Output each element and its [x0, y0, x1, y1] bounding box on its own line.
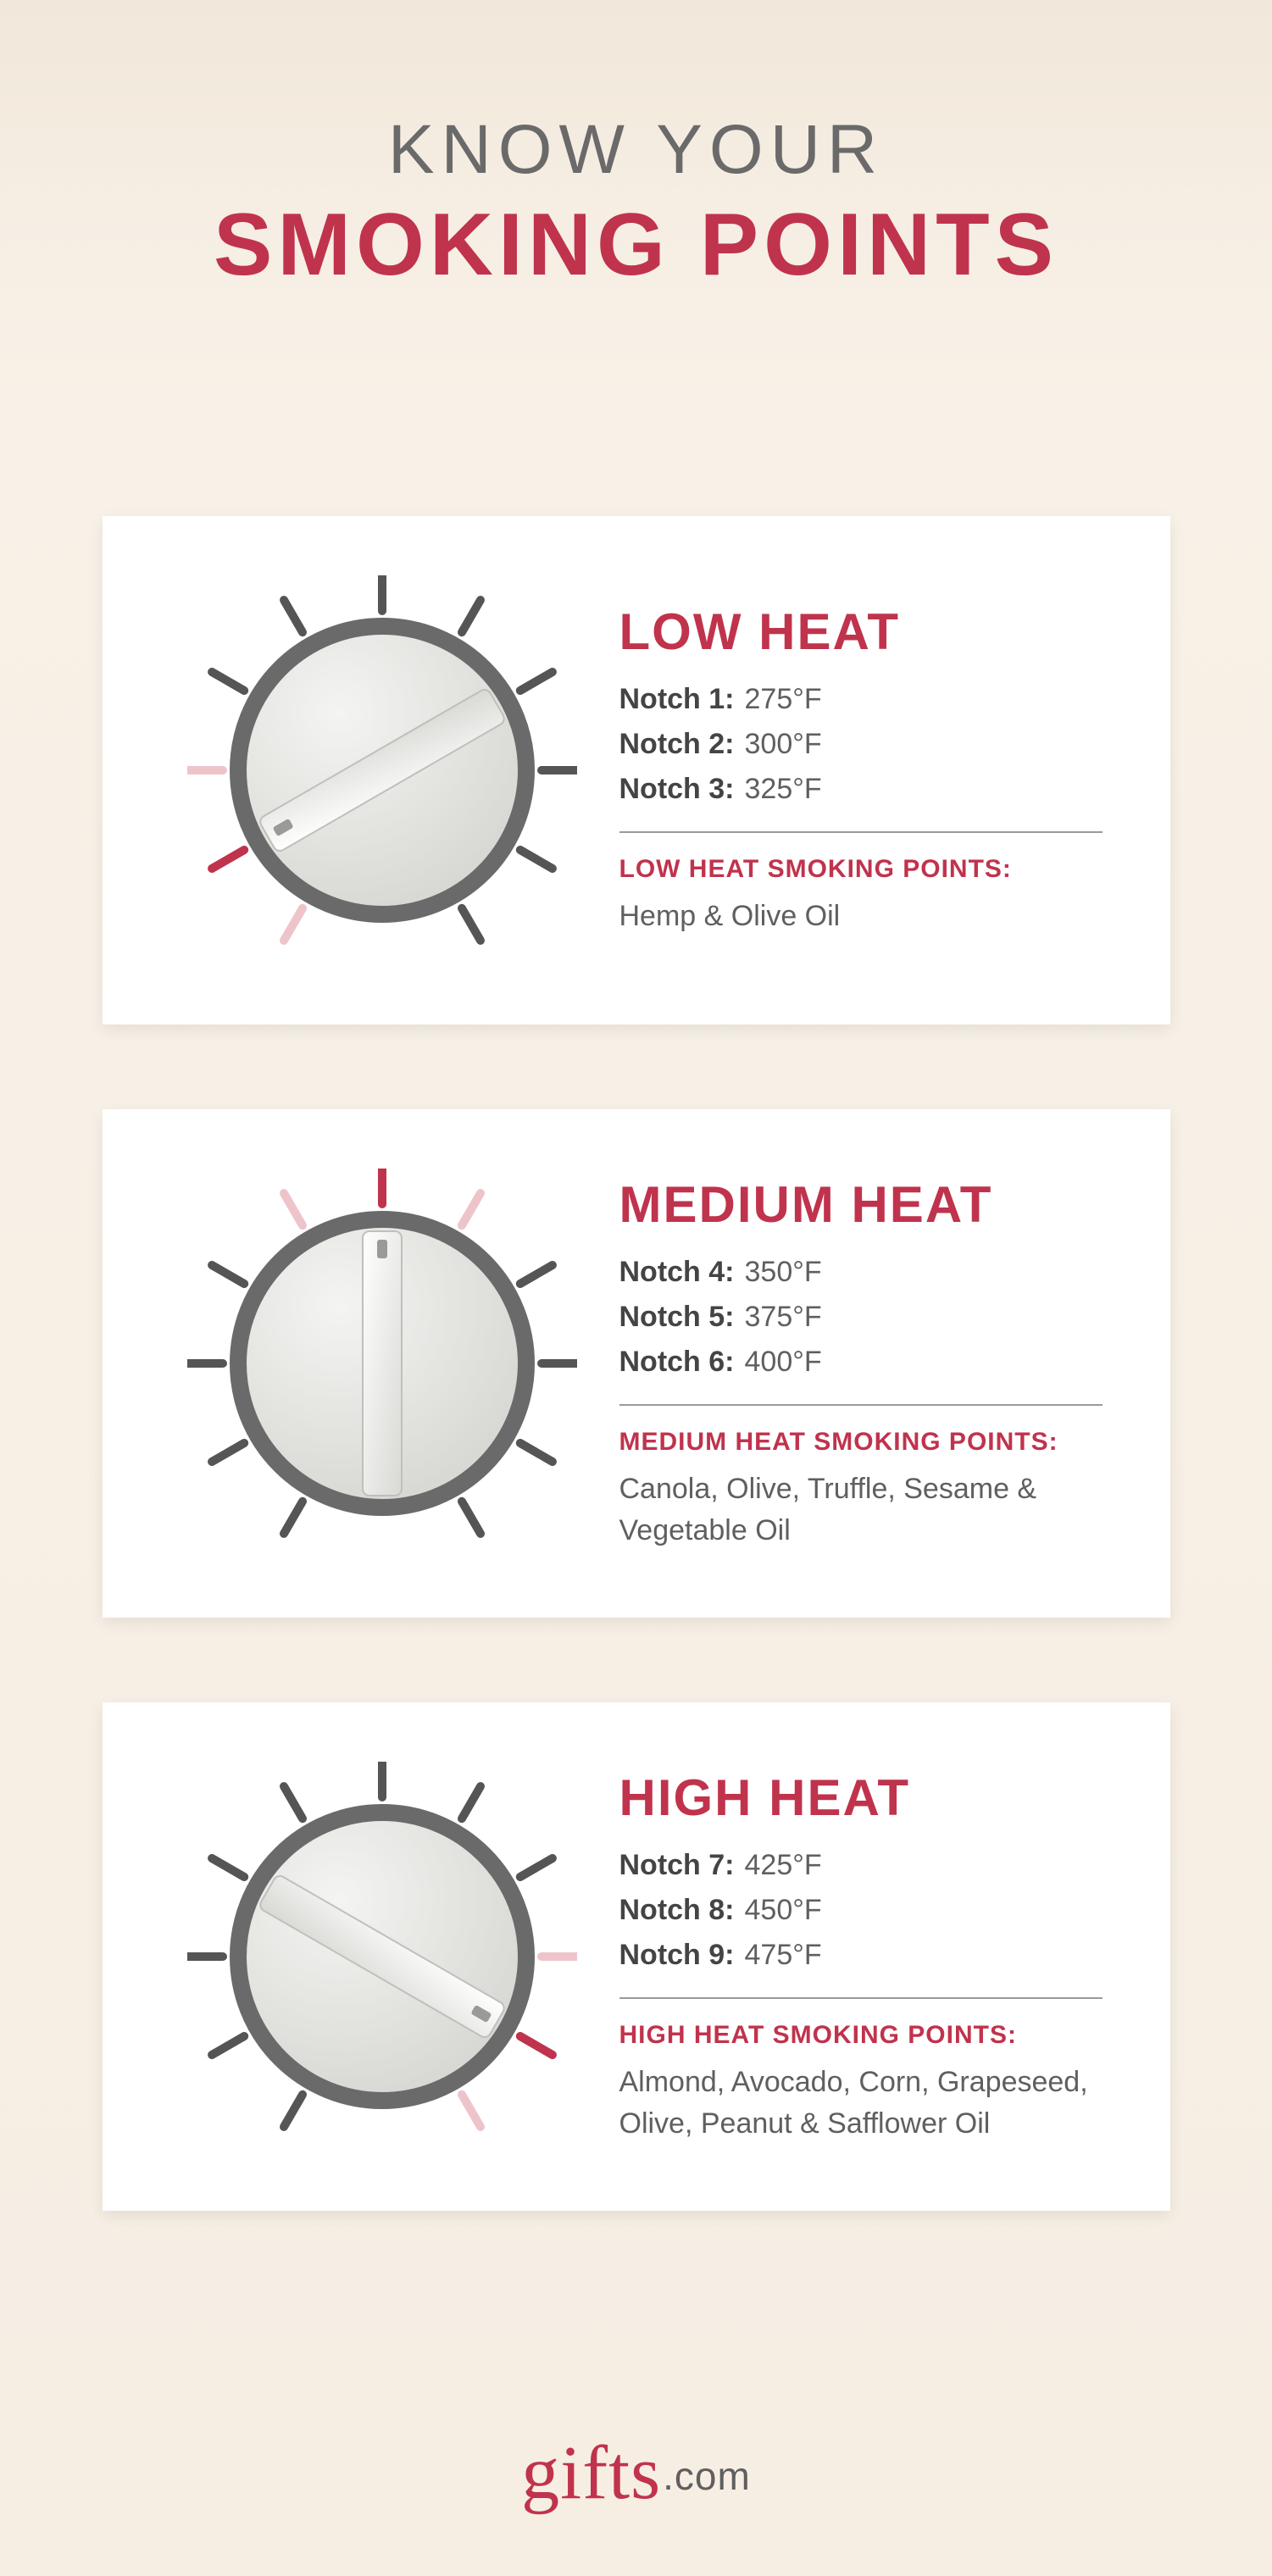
cards-container: LOW HEAT Notch 1:275°FNotch 2:300°FNotch… [0, 516, 1272, 2211]
dial-wrap [153, 575, 611, 965]
notch-label: Notch 4: [619, 1256, 735, 1288]
heat-title: LOW HEAT [619, 602, 1103, 661]
smoking-points-body: Hemp & Olive Oil [619, 896, 1103, 937]
notch-row: Notch 8: 450°F [619, 1894, 1103, 1927]
notch-value: 300°F [745, 728, 822, 760]
brand-script: gifts [521, 2431, 661, 2515]
title-line-2: SMOKING POINTS [0, 195, 1272, 296]
notch-value: 325°F [745, 773, 822, 805]
smoking-points-title: LOW HEAT SMOKING POINTS: [619, 855, 1103, 884]
notch-label: Notch 6: [619, 1346, 735, 1378]
notch-row: Notch 6: 400°F [619, 1346, 1103, 1379]
notch-value: 350°F [745, 1256, 822, 1288]
notch-label: Notch 8: [619, 1894, 735, 1926]
notch-label: Notch 9: [619, 1939, 735, 1971]
heat-card-high: HIGH HEAT Notch 7:425°FNotch 8:450°FNotc… [103, 1702, 1170, 2211]
notch-row: Notch 9: 475°F [619, 1939, 1103, 1972]
notch-row: Notch 7: 425°F [619, 1849, 1103, 1882]
brand-suffix: .com [663, 2454, 751, 2498]
notch-label: Notch 3: [619, 773, 735, 805]
divider [619, 1404, 1103, 1406]
heat-title: MEDIUM HEAT [619, 1175, 1103, 1234]
smoking-points-body: Canola, Olive, Truffle, Sesame & Vegetab… [619, 1468, 1103, 1552]
notch-value: 400°F [745, 1346, 822, 1378]
brand-logo: gifts.com [521, 2431, 751, 2515]
card-info: LOW HEAT Notch 1:275°FNotch 2:300°FNotch… [611, 602, 1103, 937]
page-header: KNOW YOUR SMOKING POINTS [0, 0, 1272, 296]
notch-label: Notch 7: [619, 1849, 735, 1881]
notch-value: 275°F [745, 683, 822, 715]
heat-card-low: LOW HEAT Notch 1:275°FNotch 2:300°FNotch… [103, 516, 1170, 1024]
divider [619, 831, 1103, 833]
notch-row: Notch 4: 350°F [619, 1256, 1103, 1289]
divider [619, 1997, 1103, 1999]
heat-title: HIGH HEAT [619, 1768, 1103, 1827]
heat-card-medium: MEDIUM HEAT Notch 4:350°FNotch 5:375°FNo… [103, 1109, 1170, 1618]
smoking-points-title: HIGH HEAT SMOKING POINTS: [619, 2021, 1103, 2050]
smoking-points-title: MEDIUM HEAT SMOKING POINTS: [619, 1428, 1103, 1457]
dial-wrap [153, 1169, 611, 1558]
notch-row: Notch 1: 275°F [619, 683, 1103, 716]
dial-icon [187, 1762, 577, 2151]
dial-icon [187, 1169, 577, 1558]
card-info: MEDIUM HEAT Notch 4:350°FNotch 5:375°FNo… [611, 1175, 1103, 1552]
notch-value: 375°F [745, 1301, 822, 1333]
title-line-1: KNOW YOUR [0, 110, 1272, 190]
smoking-points-body: Almond, Avocado, Corn, Grapeseed, Olive,… [619, 2062, 1103, 2146]
card-info: HIGH HEAT Notch 7:425°FNotch 8:450°FNotc… [611, 1768, 1103, 2146]
notch-row: Notch 2: 300°F [619, 728, 1103, 761]
dial-wrap [153, 1762, 611, 2151]
page-footer: gifts.com [0, 2429, 1272, 2517]
notch-label: Notch 5: [619, 1301, 735, 1333]
notch-label: Notch 2: [619, 728, 735, 760]
notch-label: Notch 1: [619, 683, 735, 715]
dial-icon [187, 575, 577, 965]
notch-row: Notch 3: 325°F [619, 773, 1103, 806]
notch-value: 425°F [745, 1849, 822, 1881]
notch-value: 475°F [745, 1939, 822, 1971]
notch-value: 450°F [745, 1894, 822, 1926]
notch-row: Notch 5: 375°F [619, 1301, 1103, 1334]
